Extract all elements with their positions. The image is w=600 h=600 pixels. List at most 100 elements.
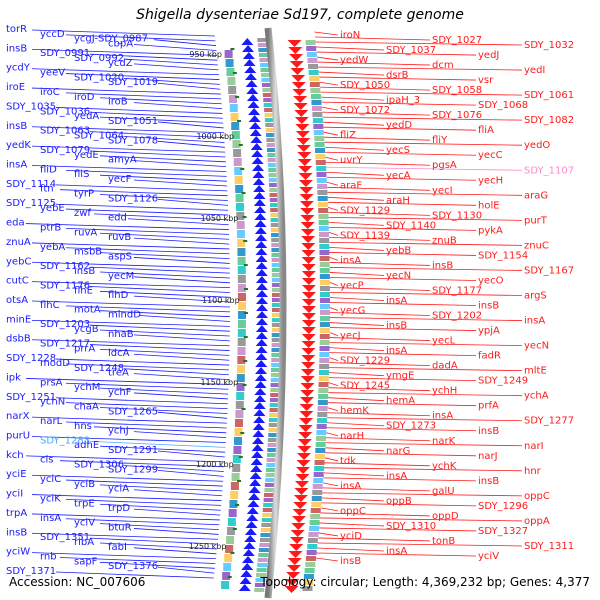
feature-block (317, 418, 328, 423)
gene-label: pgsA (432, 160, 457, 171)
gene-label: cutC (6, 276, 29, 287)
connector-line (99, 561, 215, 569)
feature-block (234, 419, 243, 427)
connector-line (329, 307, 339, 311)
gene-label: edd (108, 213, 127, 224)
gene-label: flhD (108, 290, 129, 301)
feature-block (271, 353, 282, 357)
feature-block (266, 138, 277, 142)
feature-block (259, 58, 270, 62)
feature-block (315, 448, 326, 453)
feature-block (271, 323, 282, 327)
gene-label: ldcA (108, 348, 130, 359)
gene-label: yebC (6, 256, 31, 267)
connector-line (329, 302, 477, 306)
gene-arrow (255, 269, 268, 276)
feature-block (314, 466, 325, 471)
gene-label: kch (6, 450, 24, 461)
feature-block (265, 473, 276, 477)
connector-line (323, 131, 339, 136)
connector-line (123, 465, 224, 472)
gene-label: insA (386, 346, 407, 357)
gene-label: ypjA (478, 326, 500, 337)
feature-block (265, 468, 276, 472)
feature-block (265, 128, 276, 132)
gene-arrow (289, 54, 304, 61)
gene-label: SDY_1251 (6, 392, 56, 403)
feature-block (312, 112, 323, 117)
topology-text: Topology: circular; Length: 4,369,232 bp… (260, 575, 590, 589)
connector-line (59, 189, 228, 197)
connector-line (326, 427, 477, 432)
gene-arrow (246, 514, 259, 521)
gene-arrow (291, 523, 306, 530)
gene-arrow (299, 404, 314, 411)
feature-block (318, 220, 329, 225)
gene-arrow (247, 101, 260, 108)
connector-line (321, 502, 477, 507)
feature-block (270, 388, 281, 392)
feature-block (312, 490, 323, 495)
tick-marker (237, 480, 242, 482)
gene-label: holE (478, 200, 500, 211)
gene-arrow (296, 460, 311, 467)
gene-label: yedE (74, 150, 99, 161)
tick-marker (235, 504, 240, 506)
connector-line (55, 358, 230, 366)
bp-tick-label: 1250 kbp (189, 542, 227, 551)
gene-label: insA (386, 471, 407, 482)
connector-line (31, 319, 230, 327)
feature-block (316, 178, 327, 183)
connector-line (327, 191, 523, 196)
connector-line (99, 174, 227, 182)
gene-label: dsrB (386, 70, 409, 81)
feature-block (267, 148, 278, 152)
feature-block (314, 142, 325, 147)
feature-block (258, 548, 269, 552)
gene-label: SDY_1376 (108, 561, 158, 572)
tick-marker (238, 144, 243, 146)
gene-label: SDY_0991 (40, 48, 90, 59)
feature-block (237, 266, 246, 274)
gene-label: yecI (432, 185, 453, 196)
gene-arrow (254, 395, 267, 402)
gene-label: insA (432, 411, 453, 422)
gene-arrow (255, 332, 268, 339)
gene-label: iroE (6, 82, 25, 93)
feature-block (269, 408, 280, 412)
gene-label: SDY_1050 (340, 80, 390, 91)
gene-arrow (291, 75, 306, 82)
gene-arrow (300, 390, 315, 397)
connector-line (328, 226, 477, 231)
gene-arrow (255, 241, 268, 248)
feature-block (271, 288, 282, 292)
accession-text: Accession: NC_007606 (9, 575, 146, 589)
connector-line (329, 322, 385, 326)
gene-label: SDY_1051 (108, 116, 158, 127)
gene-label: dadA (432, 361, 458, 372)
feature-block (260, 533, 271, 537)
connector-line (65, 169, 227, 177)
gene-arrow (294, 117, 309, 124)
feature-block (271, 238, 282, 242)
gene-label: znuA (6, 237, 31, 248)
gene-arrow (301, 348, 316, 355)
feature-block (316, 166, 327, 171)
gene-label: tonB (432, 536, 455, 547)
gene-arrow (301, 250, 316, 257)
gene-arrow (254, 227, 267, 234)
gene-label: dsbB (6, 334, 31, 345)
gene-arrow (246, 94, 259, 101)
connector-line (324, 467, 523, 472)
connector-line (328, 232, 339, 236)
connector-line (324, 141, 523, 146)
gene-arrow (255, 262, 268, 269)
feature-block (271, 273, 282, 277)
connector-line (157, 411, 228, 419)
feature-block (237, 338, 246, 346)
gene-label: yecJ (340, 331, 361, 342)
connector-line (329, 257, 339, 261)
feature-block (221, 581, 230, 589)
gene-label: galU (432, 486, 455, 497)
gene-arrow (298, 432, 313, 439)
